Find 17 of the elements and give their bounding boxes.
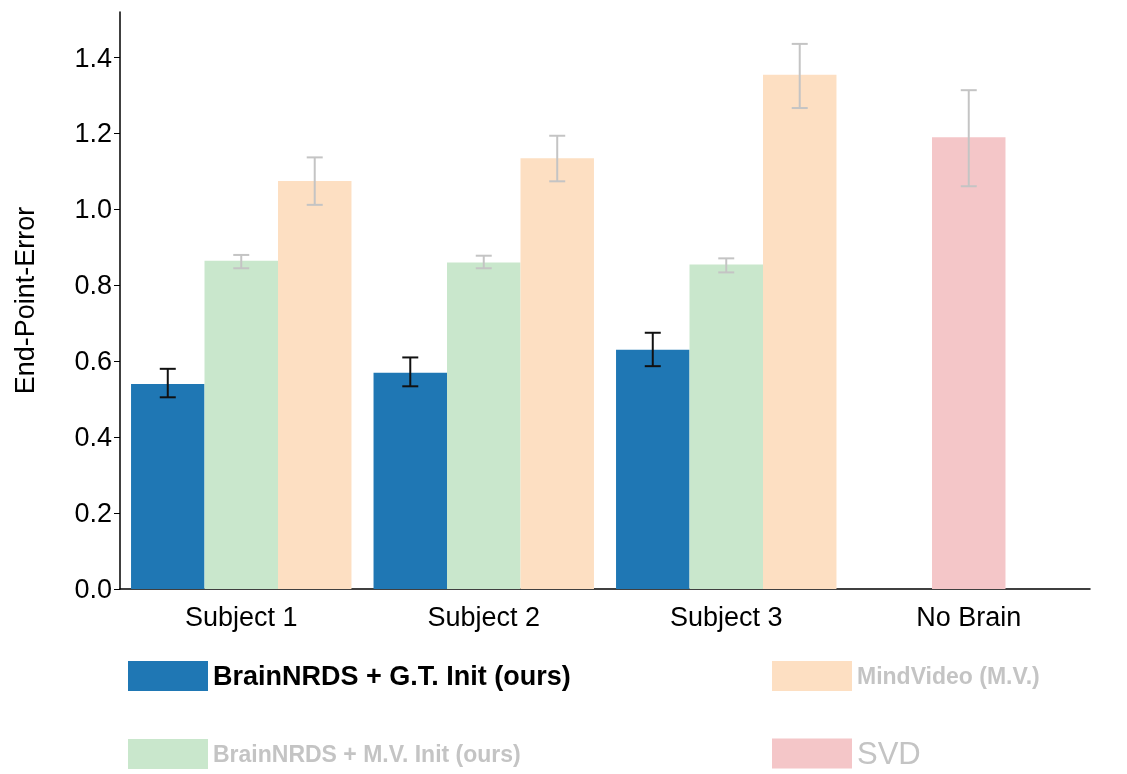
y-tick-label: 1.0: [74, 194, 112, 225]
legend-label: SVD: [857, 736, 921, 771]
y-tick-label: 0.4: [74, 422, 112, 453]
y-tick-label: 0.0: [74, 574, 112, 604]
legend-label: MindVideo (M.V.): [857, 663, 1040, 689]
y-tick-label: 0.6: [74, 346, 112, 377]
y-tick-label: 1.2: [74, 118, 112, 149]
y-tick-label: 0.2: [74, 498, 112, 529]
y-tick-label: 1.4: [74, 42, 112, 73]
y-tick-label: 0.8: [74, 270, 112, 301]
legend-label: BrainNRDS + M.V. Init (ours): [213, 741, 521, 767]
x-tick-label: Subject 3: [669, 601, 783, 632]
legend-label: BrainNRDS + G.T. Init (ours): [213, 661, 571, 691]
x-tick-label: Subject 2: [427, 601, 541, 632]
y-axis-title: End-Point-Error: [9, 206, 40, 395]
x-tick-label: No Brain: [916, 601, 1022, 632]
x-tick-label: Subject 1: [184, 601, 298, 632]
